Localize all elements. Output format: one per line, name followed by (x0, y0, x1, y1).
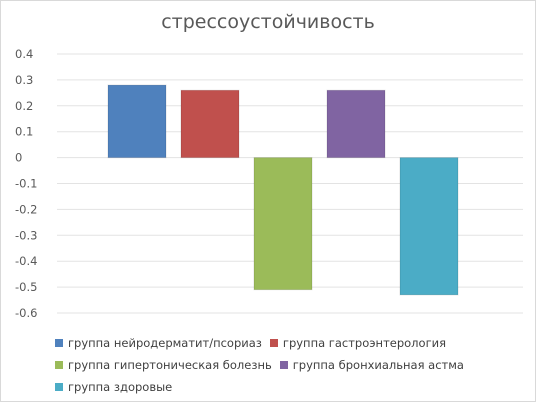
bar (180, 89, 240, 159)
legend-item: группа нейродерматит/псориаз (55, 336, 262, 350)
bar (253, 157, 313, 291)
legend-item: группа гастроэнтерология (269, 336, 447, 350)
y-tick-label: -0.6 (15, 306, 37, 320)
y-tick-label: -0.3 (15, 228, 37, 242)
legend-swatch (55, 361, 63, 369)
legend-row: группа гипертоническая болезнь группа бр… (55, 354, 475, 376)
y-tick-label: 0.2 (15, 99, 33, 113)
y-tick-label: 0 (15, 151, 22, 165)
legend-swatch (55, 339, 63, 347)
chart-title: стрессоустойчивость (161, 11, 375, 33)
legend-label: группа нейродерматит/псориаз (68, 336, 262, 350)
legend-item: группа бронхиальная астма (279, 358, 464, 372)
y-tick-label: -0.1 (15, 177, 37, 191)
legend-swatch (279, 361, 288, 369)
bar (107, 84, 167, 159)
legend-swatch (55, 383, 63, 391)
legend-label: группа гастроэнтерология (282, 336, 447, 350)
y-tick-label: -0.2 (15, 202, 37, 216)
legend-row: группа здоровые (55, 376, 475, 398)
y-tick-label: -0.5 (15, 280, 37, 294)
legend-item: группа здоровые (55, 380, 172, 394)
legend-label: группа бронхиальная астма (292, 358, 464, 372)
y-tick-label: -0.4 (15, 254, 37, 268)
legend-label: группа гипертоническая болезнь (68, 358, 272, 372)
legend-item: группа гипертоническая болезнь (55, 358, 272, 372)
y-tick-label: 0.1 (15, 125, 33, 139)
y-tick-label: 0.4 (15, 47, 33, 61)
legend-swatch (269, 339, 278, 347)
legend: группа нейродерматит/псориаз группа гаст… (55, 332, 475, 398)
bar (326, 89, 386, 159)
y-tick-label: 0.3 (15, 73, 33, 87)
bar (399, 157, 459, 296)
legend-label: группа здоровые (68, 380, 173, 394)
legend-row: группа нейродерматит/псориаз группа гаст… (55, 332, 475, 354)
